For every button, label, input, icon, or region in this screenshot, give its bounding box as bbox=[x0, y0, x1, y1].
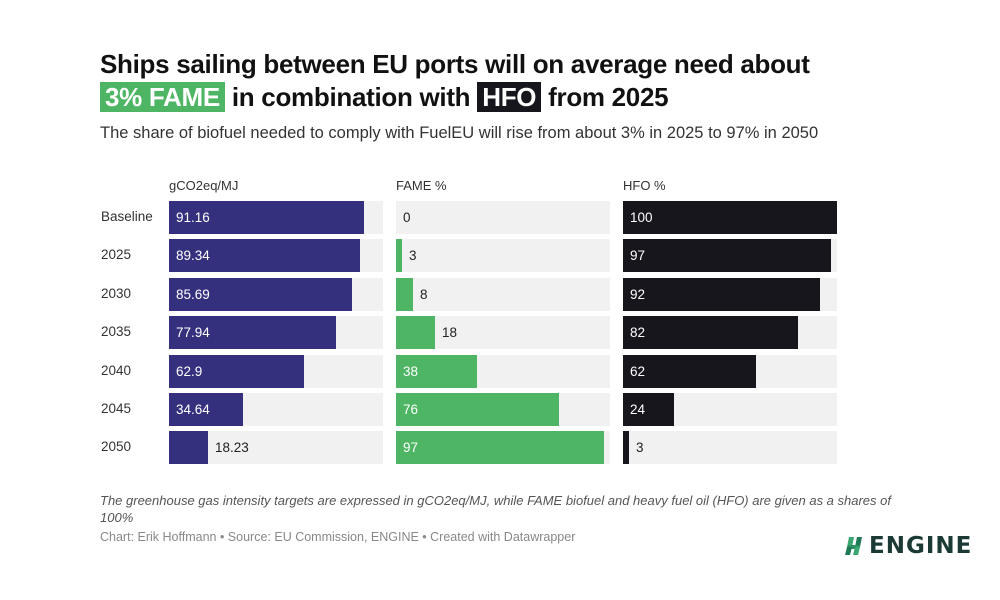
bar-value-label-co2: 62.9 bbox=[176, 363, 203, 379]
bar-fame bbox=[396, 393, 559, 426]
title-end: from 2025 bbox=[548, 82, 669, 112]
chart-title: Ships sailing between EU ports will on a… bbox=[100, 48, 840, 114]
bar-value-label-hfo: 3 bbox=[636, 440, 644, 456]
bar-value-label-fame: 3 bbox=[409, 248, 417, 264]
row-label: 2050 bbox=[101, 439, 132, 455]
column-header-fame: FAME % bbox=[396, 178, 447, 193]
bar-fame bbox=[396, 316, 435, 350]
bar-value-label-fame: 38 bbox=[403, 363, 419, 379]
bar-value-label-fame: 76 bbox=[403, 402, 419, 417]
row-label: 2040 bbox=[101, 362, 132, 378]
bar-value-label-hfo: 82 bbox=[630, 325, 646, 341]
title-highlight-hfo: HFO bbox=[477, 82, 542, 112]
engine-logo: ENGINE bbox=[845, 533, 972, 559]
bar-fame bbox=[396, 277, 413, 311]
bar-co2 bbox=[169, 393, 243, 426]
row-label: 2045 bbox=[101, 401, 132, 416]
bar-track-hfo bbox=[623, 431, 837, 465]
bar-hfo bbox=[623, 316, 798, 350]
column-header-co2: gCO2eq/MJ bbox=[169, 178, 239, 193]
bar-track-fame bbox=[396, 239, 610, 273]
engine-logo-icon bbox=[845, 537, 862, 555]
title-middle: in combination with bbox=[231, 82, 471, 112]
row-label: 2025 bbox=[101, 247, 132, 263]
row-label: Baseline bbox=[101, 209, 153, 224]
title-highlight-fame: 3% FAME bbox=[100, 82, 225, 112]
bar-co2 bbox=[169, 201, 364, 234]
bar-fame bbox=[396, 431, 604, 465]
bar-value-label-hfo: 92 bbox=[630, 286, 646, 302]
bar-fame bbox=[396, 354, 477, 388]
column-header-hfo: HFO % bbox=[623, 178, 666, 193]
row-label: 2030 bbox=[101, 285, 132, 301]
bar-value-label-hfo: 100 bbox=[630, 210, 653, 225]
bar-value-label-fame: 8 bbox=[420, 286, 428, 302]
bar-value-label-co2: 77.94 bbox=[176, 325, 210, 341]
bar-track-fame bbox=[396, 201, 610, 234]
chart-notes: The greenhouse gas intensity targets are… bbox=[100, 493, 891, 525]
bar-co2 bbox=[169, 239, 360, 273]
bar-track-fame bbox=[396, 277, 610, 311]
row-label: 2035 bbox=[101, 324, 132, 340]
bar-value-label-co2: 34.64 bbox=[176, 402, 210, 417]
bar-co2 bbox=[169, 316, 336, 350]
bar-value-label-fame: 0 bbox=[403, 210, 411, 225]
bar-hfo bbox=[623, 431, 629, 465]
chart-byline: Chart: Erik Hoffmann • Source: EU Commis… bbox=[100, 530, 576, 544]
bar-hfo bbox=[623, 239, 831, 273]
bar-value-label-fame: 18 bbox=[442, 325, 458, 341]
bar-hfo bbox=[623, 277, 820, 311]
engine-logo-text: ENGINE bbox=[869, 533, 973, 559]
bar-hfo bbox=[623, 354, 756, 388]
bar-value-label-fame: 97 bbox=[403, 440, 419, 456]
bar-value-label-co2: 89.34 bbox=[176, 248, 210, 264]
chart-subtitle: The share of biofuel needed to comply wi… bbox=[100, 124, 819, 142]
title-line-1: Ships sailing between EU ports will on a… bbox=[100, 49, 810, 79]
bar-value-label-co2: 18.23 bbox=[215, 440, 249, 456]
bar-hfo bbox=[623, 393, 674, 426]
bar-hfo bbox=[623, 201, 837, 234]
bar-value-label-co2: 85.69 bbox=[176, 286, 210, 302]
bar-co2 bbox=[169, 277, 352, 311]
bar-value-label-hfo: 62 bbox=[630, 363, 646, 379]
bar-value-label-co2: 91.16 bbox=[176, 210, 210, 225]
bar-value-label-hfo: 97 bbox=[630, 248, 646, 264]
bar-fame bbox=[396, 239, 402, 273]
bar-co2 bbox=[169, 354, 304, 388]
bar-co2 bbox=[169, 431, 208, 465]
bar-value-label-hfo: 24 bbox=[630, 402, 646, 417]
